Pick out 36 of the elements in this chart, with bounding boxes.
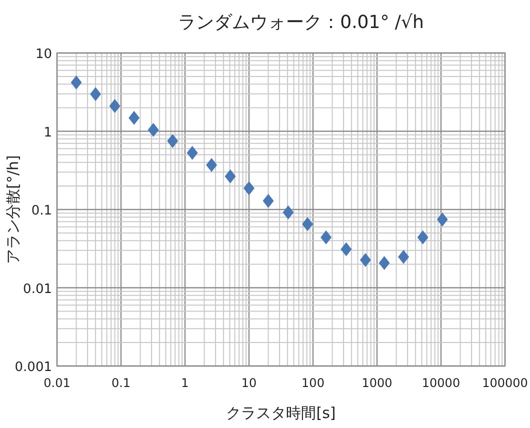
y-tick-label: 0.1 (31, 204, 52, 218)
point (244, 181, 254, 196)
point (282, 205, 294, 220)
point (70, 75, 82, 90)
point (417, 230, 428, 244)
point (378, 256, 390, 270)
point (340, 242, 352, 256)
x-tick-label: 10 (241, 376, 257, 390)
x-tick-label: 0.01 (44, 376, 70, 390)
point (436, 212, 448, 227)
point (148, 122, 159, 137)
point (398, 250, 410, 264)
point (302, 217, 313, 232)
point (186, 146, 198, 160)
point (262, 194, 274, 208)
point (128, 110, 140, 125)
x-tick-label: 100000 (482, 376, 528, 390)
point (206, 158, 218, 172)
x-tick-label: 0.1 (111, 376, 131, 390)
x-tick-label: 1000 (362, 376, 392, 390)
x-tick-label: 10000 (422, 376, 460, 390)
point (167, 134, 178, 148)
x-axis-title: クラスタ時間[s] (226, 404, 336, 422)
y-tick-label: 1 (44, 125, 52, 140)
x-tick-label: 100 (302, 376, 324, 390)
y-tick-label: 0.01 (23, 282, 52, 297)
point (224, 169, 236, 184)
y-axis-title: アラン分散[°/h] (4, 155, 22, 264)
x-tick-label: 1 (181, 376, 189, 390)
chart-title: ランダムウォーク：0.01° /√h (178, 12, 424, 33)
point (360, 253, 371, 268)
point (320, 230, 332, 244)
y-tick-label: 0.001 (14, 360, 52, 375)
y-tick-label: 10 (35, 47, 52, 62)
point (109, 99, 120, 114)
point (90, 87, 102, 102)
